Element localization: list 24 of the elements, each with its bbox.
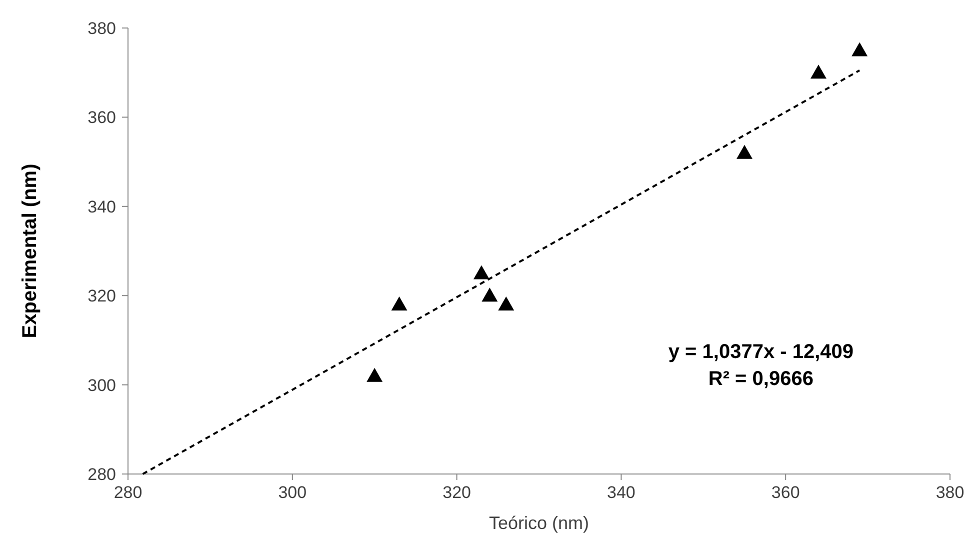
point [473,265,490,280]
x-tick-label: 340 [607,483,636,502]
x-tick-label: 300 [278,483,307,502]
point [852,42,868,56]
y-tick-label: 280 [88,465,116,484]
y-tick-label: 320 [88,286,116,306]
annotation: y = 1,0377x - 12,409 [668,341,854,364]
annotation: R² = 0,9666 [708,368,814,390]
point [736,144,752,159]
x-axis-title: Teórico (nm) [488,513,590,533]
point [482,288,498,302]
x-tick-label: 360 [771,483,800,502]
point [366,368,383,382]
y-tick-label: 380 [88,19,116,38]
y-tick-label: 300 [88,376,116,395]
y-tick-label: 340 [88,197,116,216]
x-tick-label: 320 [442,483,471,502]
y-axis-title: Experimental (nm) [19,164,41,338]
point [810,64,826,79]
point [498,296,514,311]
x-tick-label: 280 [114,483,142,502]
y-tick-label: 360 [88,108,116,128]
x-tick-label: 380 [936,483,964,502]
point [391,296,408,311]
